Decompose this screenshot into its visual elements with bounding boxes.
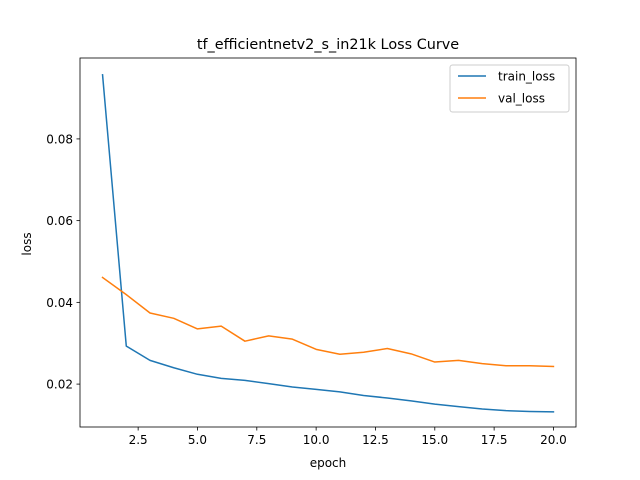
- x-axis-label: epoch: [310, 456, 347, 470]
- series-line-train-loss: [101, 73, 555, 413]
- plot-area: 2.5 5.0 7.5 10.0 12.5 15.0 17.5 20.0 0.02 0.04 0.0…: [46, 57, 577, 447]
- y-tick-label: 0.06: [46, 214, 73, 228]
- x-tick-label: 12.5: [362, 433, 389, 447]
- legend-label-train-loss: train_loss: [498, 70, 555, 84]
- legend: train_loss val_loss: [449, 64, 570, 113]
- axes-frame: [79, 57, 577, 428]
- y-tick-label: 0.04: [46, 296, 73, 310]
- x-tick-label: 15.0: [421, 433, 448, 447]
- y-tick-label: 0.02: [46, 378, 73, 392]
- legend-label-val-loss: val_loss: [498, 92, 545, 106]
- x-tick-label: 5.0: [188, 433, 207, 447]
- x-tick-label: 2.5: [129, 433, 148, 447]
- x-tick-label: 10.0: [303, 433, 330, 447]
- x-tick-label: 17.5: [481, 433, 508, 447]
- series-line-val-loss: [101, 276, 555, 368]
- x-tick-label: 7.5: [247, 433, 266, 447]
- y-tick-label: 0.08: [46, 132, 73, 146]
- chart-title: tf_efficientnetv2_s_in21k Loss Curve: [197, 37, 459, 53]
- y-axis-label: loss: [20, 232, 34, 255]
- x-tick-label: 20.0: [540, 433, 567, 447]
